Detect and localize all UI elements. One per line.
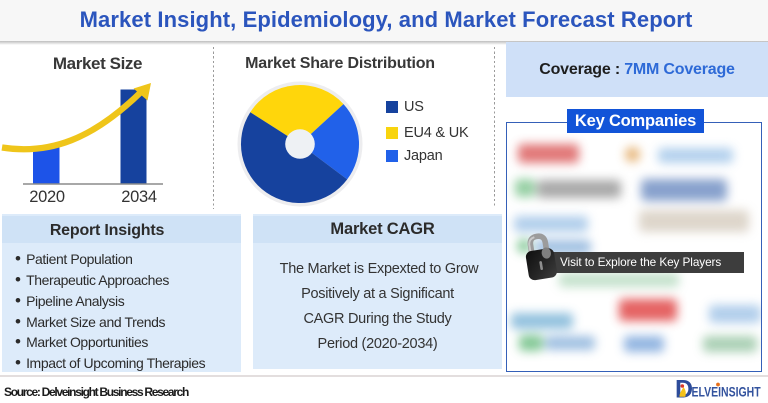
svg-text:ELVEINSIGHT: ELVEINSIGHT (692, 384, 762, 400)
